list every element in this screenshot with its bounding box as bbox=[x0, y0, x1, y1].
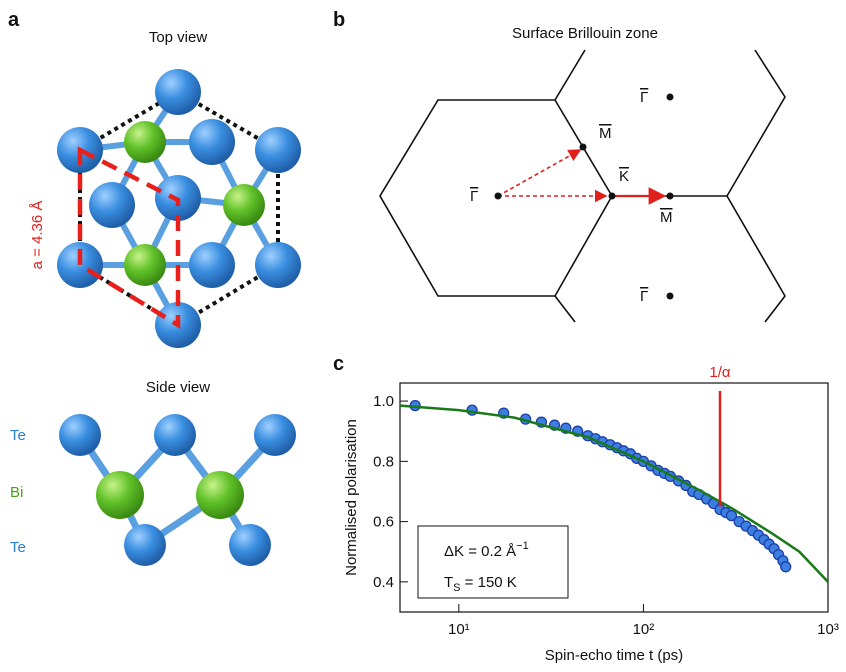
info-part: −1 bbox=[516, 540, 529, 552]
point bbox=[667, 94, 674, 101]
bz-edge bbox=[727, 50, 785, 196]
atom bbox=[89, 182, 135, 228]
atom bbox=[154, 414, 196, 456]
bz-arrows bbox=[498, 150, 664, 196]
atom bbox=[189, 242, 235, 288]
atom bbox=[229, 524, 271, 566]
info-part: ΔK = 0.2 Å bbox=[444, 543, 516, 560]
arrow bbox=[498, 150, 580, 196]
info-part: T bbox=[444, 574, 453, 591]
x-tick-label: 10² bbox=[633, 621, 655, 638]
panel-label: b bbox=[333, 9, 345, 31]
point-label: Γ bbox=[640, 89, 648, 106]
bz-edge bbox=[555, 296, 575, 322]
point bbox=[667, 193, 674, 200]
info-part: = 150 K bbox=[461, 574, 517, 591]
atom bbox=[255, 242, 301, 288]
point-label: M bbox=[599, 125, 612, 142]
atom bbox=[124, 524, 166, 566]
atom bbox=[223, 184, 265, 226]
panel-label: a bbox=[8, 9, 20, 31]
point-label: M bbox=[660, 209, 673, 226]
crystal bbox=[57, 69, 301, 566]
bz-edge bbox=[727, 196, 785, 322]
y-tick-label: 0.4 bbox=[373, 574, 394, 591]
layer-label: Te bbox=[10, 539, 26, 556]
point bbox=[495, 193, 502, 200]
marker-label: 1/α bbox=[709, 364, 731, 381]
y-tick-label: 1.0 bbox=[373, 393, 394, 410]
chart: 10¹ 10² 10³ 0.4 0.6 0.8 1.0 Spin-echo time t (p… bbox=[343, 364, 839, 664]
point bbox=[667, 293, 674, 300]
y-tick-label: 0.6 bbox=[373, 514, 394, 531]
x-axis-label: Spin-echo time t (ps) bbox=[545, 647, 683, 664]
atom bbox=[57, 242, 103, 288]
y-axis-label: Normalised polarisation bbox=[343, 419, 360, 576]
layer-label: Bi bbox=[10, 484, 23, 501]
atom bbox=[124, 121, 166, 163]
atom bbox=[196, 471, 244, 519]
atom bbox=[96, 471, 144, 519]
x-tick-label: 10³ bbox=[817, 621, 839, 638]
point-label: K bbox=[619, 168, 629, 185]
atom bbox=[124, 244, 166, 286]
point bbox=[580, 144, 587, 151]
atom bbox=[155, 69, 201, 115]
data-point bbox=[781, 562, 791, 572]
figure: a Top view a = 4.36 Å Side view Te Bi Te… bbox=[0, 0, 846, 667]
point-label: Γ bbox=[640, 288, 648, 305]
panel-label: c bbox=[333, 353, 344, 375]
top-view-title: Top view bbox=[149, 29, 208, 46]
side-view-title: Side view bbox=[146, 379, 210, 396]
atom bbox=[189, 119, 235, 165]
y-tick-label: 0.8 bbox=[373, 453, 394, 470]
layer-label: Te bbox=[10, 427, 26, 444]
point-label: Γ bbox=[470, 188, 478, 205]
bz-title: Surface Brillouin zone bbox=[512, 25, 658, 42]
x-tick-label: 10¹ bbox=[448, 621, 470, 638]
info-part: S bbox=[453, 582, 460, 594]
point bbox=[609, 193, 616, 200]
lattice-label: a = 4.36 Å bbox=[29, 201, 46, 270]
atom bbox=[59, 414, 101, 456]
atom bbox=[255, 127, 301, 173]
bz-edge bbox=[555, 50, 585, 100]
bz-lines bbox=[380, 50, 785, 322]
atom bbox=[254, 414, 296, 456]
info-text: ΔK = 0.2 Å−1 bbox=[444, 540, 529, 560]
